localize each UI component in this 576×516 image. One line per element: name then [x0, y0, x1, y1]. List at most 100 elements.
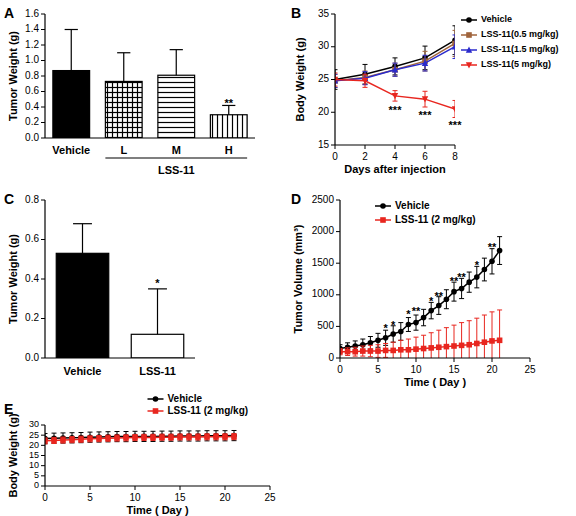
bar — [105, 81, 142, 138]
y-tick-label: 35 — [318, 8, 330, 19]
point — [159, 434, 165, 440]
point — [436, 303, 442, 309]
legend-label: LSS-11(1.5 mg/kg) — [481, 44, 559, 54]
error-bar — [414, 315, 419, 330]
legend-label: Vehicle — [395, 200, 430, 211]
legend-label: Vehicle — [168, 393, 203, 404]
annotation: * — [383, 322, 388, 334]
annotation: ** — [224, 97, 233, 109]
x-tick-label: LSS-11 — [139, 365, 176, 377]
point — [352, 349, 358, 355]
error-bar — [160, 431, 165, 441]
annotation: ** — [435, 290, 444, 302]
error-bar — [393, 63, 398, 76]
point — [422, 96, 428, 102]
annotation: *** — [419, 109, 433, 121]
error-bar — [223, 431, 228, 441]
error-bar — [363, 72, 368, 85]
error-bar — [117, 53, 130, 82]
point — [383, 335, 389, 341]
x-tick — [340, 358, 341, 362]
panel: B1520253035Body Weight (g)02468Days afte… — [291, 5, 559, 175]
y-tick — [336, 200, 340, 201]
y-tick-label: 15 — [29, 450, 39, 460]
point — [368, 348, 374, 354]
point — [428, 345, 434, 351]
error-bar — [106, 432, 111, 442]
point — [398, 347, 404, 353]
y-tick-label: 0.8 — [25, 194, 39, 205]
y-tick — [41, 45, 45, 46]
point — [466, 279, 472, 285]
error-bar — [482, 315, 487, 358]
x-tick — [90, 486, 91, 490]
point — [459, 343, 465, 349]
y-tick-label: 0.8 — [25, 70, 39, 81]
y-tick — [41, 465, 45, 466]
error-bar — [196, 434, 201, 440]
y-tick-label: 1000 — [312, 288, 335, 299]
x-tick — [454, 358, 455, 362]
y-tick — [41, 122, 45, 123]
error-bar — [453, 35, 456, 59]
error-bar — [376, 345, 381, 358]
figure: A0.00.20.40.60.81.01.21.41.6Tumor Weight… — [0, 0, 576, 516]
group-label: LSS-11 — [158, 164, 195, 176]
point — [186, 434, 192, 440]
error-bar — [423, 91, 428, 107]
x-axis-title: Time ( Day ) — [404, 376, 466, 388]
x-tick — [365, 145, 366, 149]
error-bar — [490, 312, 495, 358]
legend-marker — [466, 32, 472, 38]
error-bar — [73, 224, 92, 254]
error-bar — [363, 74, 368, 87]
x-tick-label: 5 — [87, 492, 93, 503]
y-tick-label: 10 — [29, 460, 39, 470]
error-bar — [393, 58, 398, 75]
error-bar — [88, 432, 93, 442]
error-bar — [452, 325, 457, 358]
point — [452, 106, 455, 112]
x-tick — [180, 486, 181, 490]
error-bar — [142, 434, 147, 440]
y-tick-label: 0.6 — [25, 233, 39, 244]
point — [489, 259, 495, 265]
legend-label: Vehicle — [481, 14, 512, 24]
point — [489, 338, 495, 344]
error-bar — [160, 434, 165, 440]
point — [482, 267, 488, 273]
error-bar — [133, 431, 138, 441]
error-bar — [61, 437, 66, 443]
y-tick — [41, 239, 45, 240]
legend-marker — [153, 408, 159, 414]
y-tick — [331, 145, 335, 146]
panel-label: A — [4, 5, 14, 21]
annotation: ** — [457, 271, 466, 283]
error-bar — [414, 337, 419, 358]
x-tick-label: 20 — [486, 364, 498, 375]
error-bar — [467, 321, 472, 358]
y-tick-label: 1500 — [312, 257, 335, 268]
y-tick-label: 0.4 — [25, 101, 39, 112]
x-tick-label: 0 — [337, 364, 343, 375]
y-tick-label: 25 — [318, 73, 330, 84]
panel-label: B — [291, 5, 301, 21]
point — [383, 348, 389, 354]
error-bar — [151, 431, 156, 441]
error-bar — [398, 323, 403, 341]
error-bar — [124, 432, 129, 442]
x-tick-label: 10 — [129, 492, 141, 503]
error-bar — [205, 434, 210, 440]
error-bar — [115, 435, 120, 441]
point — [497, 248, 503, 254]
y-tick — [331, 79, 335, 80]
point — [428, 308, 434, 314]
error-bar — [187, 434, 192, 440]
plot-area — [45, 430, 237, 443]
point — [87, 436, 93, 442]
legend-marker — [380, 203, 386, 209]
legend: VehicleLSS-11(0.5 mg/kg)LSS-11(1.5 mg/kg… — [461, 14, 559, 69]
y-tick-label: 0.4 — [25, 273, 39, 284]
point — [413, 346, 419, 352]
y-tick-label: 0.0 — [25, 132, 39, 143]
